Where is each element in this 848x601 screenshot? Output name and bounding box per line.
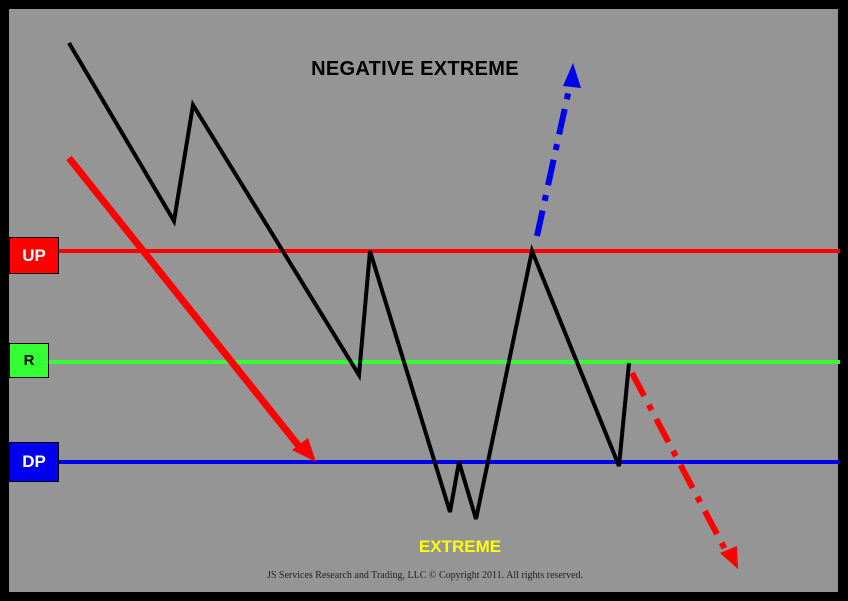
down-trend-arrow-shaft bbox=[66, 155, 305, 453]
up-level-label: UP bbox=[22, 245, 46, 265]
price-path bbox=[67, 41, 631, 520]
breakout-up-arrow-head bbox=[563, 63, 581, 88]
r-level-label: R bbox=[23, 352, 35, 369]
copyright-text: JS Services Research and Trading, LLC © … bbox=[266, 570, 584, 581]
diagram-title: NEGATIVE EXTREME bbox=[311, 58, 519, 80]
r-level-badge: R bbox=[9, 343, 49, 378]
down-trend-arrow-head bbox=[292, 438, 316, 462]
diagram-panel bbox=[9, 9, 838, 592]
breakdown-arrow-head bbox=[720, 546, 738, 569]
dp-level-label: DP bbox=[22, 452, 46, 471]
up-level-badge: UP bbox=[9, 237, 59, 274]
breakdown-arrow-shaft bbox=[629, 371, 730, 555]
breakout-up-arrow-shaft bbox=[534, 79, 574, 237]
extreme-label: EXTREME bbox=[418, 537, 502, 556]
dp-level-badge: DP bbox=[9, 442, 59, 482]
